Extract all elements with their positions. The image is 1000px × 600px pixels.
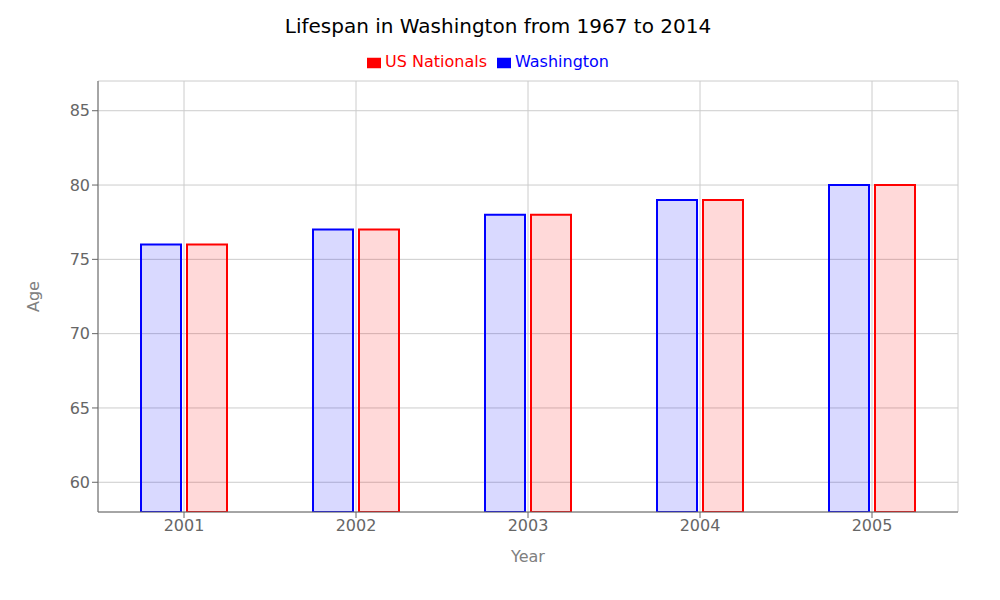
- svg-text:75: 75: [70, 250, 90, 269]
- svg-text:2004: 2004: [680, 516, 721, 535]
- html-text:US Nationals: US Nationals: [385, 52, 487, 71]
- svg-text:2003: 2003: [508, 516, 549, 535]
- svg-text:80: 80: [70, 176, 90, 195]
- svg-text:60: 60: [70, 473, 90, 492]
- svg-text:2002: 2002: [336, 516, 377, 535]
- svg-text:70: 70: [70, 324, 90, 343]
- svg-text:Age: Age: [24, 281, 43, 312]
- svg-text:Year: Year: [510, 547, 545, 566]
- svg-text:85: 85: [70, 101, 90, 120]
- svg-text:2005: 2005: [852, 516, 893, 535]
- html-text:Lifespan in Washington from 19: Lifespan in Washington from 1967 to 2014: [284, 14, 712, 38]
- html-text:Washington: Washington: [515, 52, 609, 71]
- svg-text:2001: 2001: [164, 516, 205, 535]
- svg-text:65: 65: [70, 399, 90, 418]
